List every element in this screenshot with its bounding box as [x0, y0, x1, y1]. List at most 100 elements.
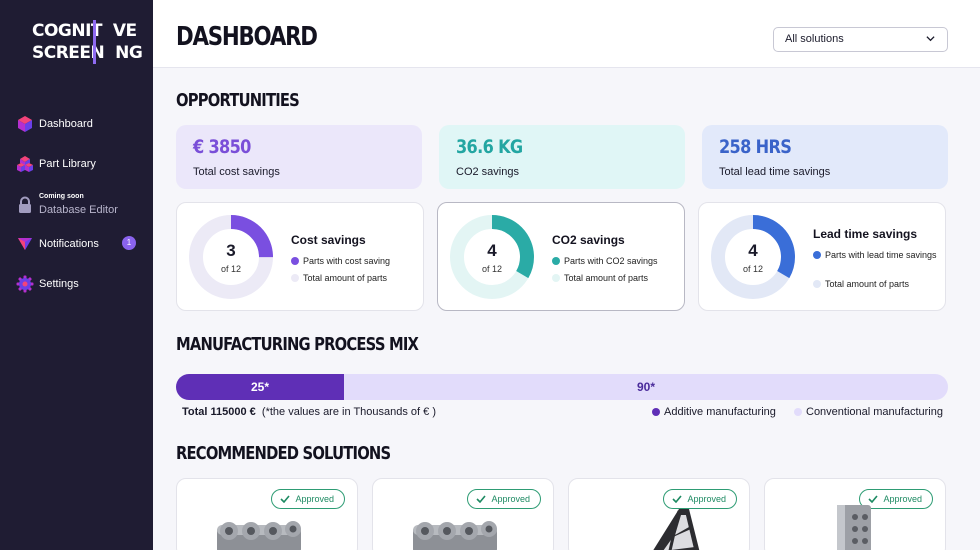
- solution-card[interactable]: Approved: [176, 478, 358, 550]
- legend-conventional: Conventional manufacturing: [794, 406, 943, 418]
- solutions-filter-select[interactable]: All solutions: [773, 27, 948, 52]
- stat-label: Total cost savings: [193, 166, 280, 178]
- legend-item: Parts with CO2 savings: [552, 255, 677, 267]
- legend-swatch: [291, 257, 299, 265]
- sidebar-item-settings[interactable]: Settings: [16, 273, 146, 295]
- donut-card-co2[interactable]: 4 of 12 CO2 savings Parts with CO2 savin…: [437, 202, 685, 311]
- cube-icon: [18, 116, 32, 132]
- donut-arc: [450, 215, 534, 299]
- donut-arc: [711, 215, 795, 299]
- donut-count: 3: [226, 241, 236, 260]
- logo-text-line1: COGNIT: [32, 21, 103, 41]
- process-mix-total: Total 115000 € (*the values are in Thous…: [182, 406, 436, 418]
- gear-icon: [16, 275, 34, 293]
- cost-savings-donut: [189, 215, 273, 299]
- check-icon: [868, 495, 879, 503]
- stat-label: Total lead time savings: [719, 166, 831, 178]
- donut-total: of 12: [220, 264, 242, 274]
- legend-swatch: [552, 274, 560, 282]
- legend-item: Total amount of parts: [552, 272, 677, 284]
- additive-segment: 25*: [176, 374, 344, 400]
- donut-total: of 12: [481, 264, 503, 274]
- legend-item: Total amount of parts: [291, 272, 416, 284]
- logo-text-line2b: NG: [115, 43, 143, 63]
- sidebar: COGNIT VE SCREEN NG Dashboard: [0, 0, 153, 550]
- total-note: (*the values are in Thousands of € ): [261, 406, 436, 418]
- manifold-part-icon: [217, 521, 301, 550]
- legend-label: Conventional manufacturing: [806, 406, 943, 418]
- manifold-part-icon: [413, 521, 497, 550]
- stat-value: € 3850: [193, 136, 251, 158]
- stat-card-co2: 36.6 KG CO2 savings: [439, 125, 685, 189]
- check-icon: [672, 495, 683, 503]
- stat-value: 258 HRS: [719, 136, 792, 158]
- legend-swatch: [794, 408, 802, 416]
- solution-card[interactable]: Approved: [568, 478, 750, 550]
- bell-icon: [18, 238, 32, 250]
- legend-label: Parts with CO2 savings: [564, 256, 658, 266]
- total-value: Total 115000 €: [182, 406, 256, 418]
- approved-badge: Approved: [663, 489, 737, 509]
- donut-card-lead-time[interactable]: 4 of 12 Lead time savings Parts with lea…: [698, 202, 946, 311]
- donut-title: CO2 savings: [552, 233, 625, 247]
- legend-swatch: [813, 280, 821, 288]
- check-icon: [476, 495, 487, 503]
- sidebar-item-notifications[interactable]: Notifications 1: [16, 233, 146, 255]
- logo-text-line2: SCREEN: [32, 43, 105, 63]
- lead-time-savings-donut: [711, 215, 795, 299]
- legend-swatch: [652, 408, 660, 416]
- donut-count: 4: [748, 241, 758, 260]
- app-logo[interactable]: COGNIT VE SCREEN NG: [32, 20, 143, 64]
- select-value: All solutions: [785, 33, 844, 45]
- sidebar-item-label: Dashboard: [39, 118, 93, 130]
- sidebar-item-part-library[interactable]: Part Library: [16, 153, 146, 175]
- legend-additive: Additive manufacturing: [652, 406, 776, 418]
- donut-title: Cost savings: [291, 233, 366, 247]
- database-editor-text: Coming soon Database Editor: [39, 193, 118, 218]
- donut-title: Lead time savings: [813, 227, 918, 241]
- solution-card[interactable]: Approved: [764, 478, 946, 550]
- sidebar-item-label: Database Editor: [39, 203, 118, 216]
- legend-swatch: [813, 251, 821, 259]
- stat-card-cost: € 3850 Total cost savings: [176, 125, 422, 189]
- status-label: Approved: [295, 494, 334, 504]
- conventional-segment: 90*: [636, 380, 656, 394]
- lock-icon: [19, 196, 31, 213]
- legend-label: Parts with lead time savings: [825, 250, 937, 260]
- sidebar-item-dashboard[interactable]: Dashboard: [16, 113, 146, 135]
- sidebar-item-label: Notifications: [39, 238, 99, 250]
- process-mix-bar: 25* 90*: [176, 374, 948, 400]
- legend-label: Parts with cost saving: [303, 256, 391, 266]
- sidebar-item-label: Settings: [39, 278, 79, 290]
- opportunities-heading: OPPORTUNITIES: [176, 90, 300, 111]
- status-label: Approved: [491, 494, 530, 504]
- sidebar-item-database-editor[interactable]: Coming soon Database Editor: [16, 192, 146, 218]
- legend-item: Total amount of parts: [813, 278, 938, 290]
- page-title: DASHBOARD: [176, 22, 318, 52]
- donut-card-cost[interactable]: 3 of 12 Cost savings Parts with cost sav…: [176, 202, 424, 311]
- process-mix-heading: MANUFACTURING PROCESS MIX: [176, 334, 419, 355]
- cubes-icon: [17, 156, 33, 172]
- solution-card[interactable]: Approved: [372, 478, 554, 550]
- donut-total: of 12: [742, 264, 764, 274]
- stat-card-lead-time: 258 HRS Total lead time savings: [702, 125, 948, 189]
- donut-count: 4: [487, 241, 497, 260]
- legend-label: Total amount of parts: [825, 279, 910, 289]
- approved-badge: Approved: [859, 489, 933, 509]
- top-header: DASHBOARD All solutions: [153, 0, 980, 68]
- perforated-plate-part-icon: [837, 505, 871, 550]
- logo-text-line1b: VE: [112, 21, 137, 41]
- legend-label: Additive manufacturing: [664, 406, 776, 418]
- approved-badge: Approved: [271, 489, 345, 509]
- legend-item: Parts with lead time savings: [813, 249, 938, 261]
- legend-item: Parts with cost saving: [291, 255, 416, 267]
- notification-count-badge: 1: [122, 236, 136, 250]
- co2-savings-donut: [450, 215, 534, 299]
- legend-label: Total amount of parts: [564, 273, 649, 283]
- coming-soon-label: Coming soon: [39, 192, 84, 200]
- legend-swatch: [291, 274, 299, 282]
- legend-label: Total amount of parts: [303, 273, 388, 283]
- donut-arc: [189, 215, 273, 299]
- legend-swatch: [552, 257, 560, 265]
- status-label: Approved: [687, 494, 726, 504]
